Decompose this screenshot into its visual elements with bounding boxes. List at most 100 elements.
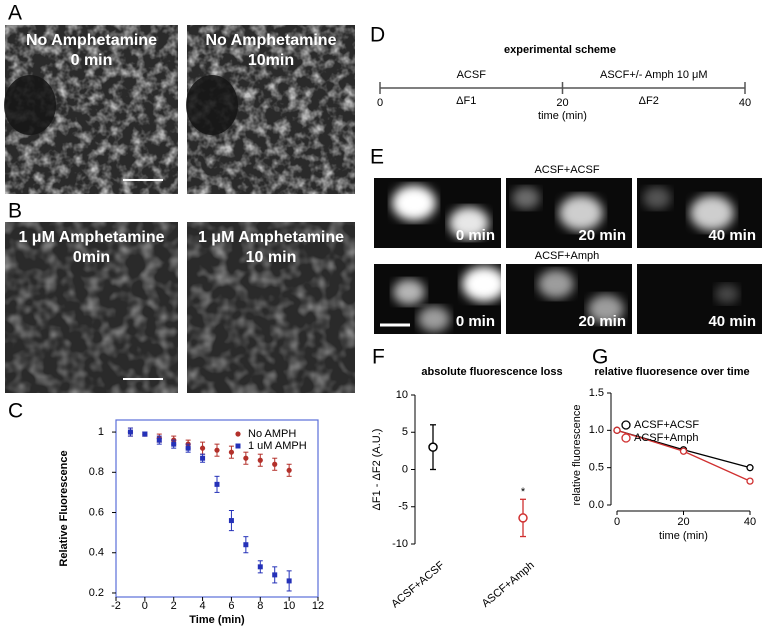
cell (512, 186, 540, 210)
y-axis-label: Relative Fluorescence (58, 450, 70, 566)
row-label: ACSF+ACSF (534, 164, 599, 176)
point (199, 445, 206, 451)
cell (393, 279, 425, 305)
image-caption: No Amphetamine (26, 32, 157, 49)
legend-marker (235, 431, 241, 437)
point (286, 467, 292, 473)
panel-label: C (8, 400, 23, 423)
cell (418, 306, 450, 332)
image-caption: 40 min (708, 227, 756, 244)
point (171, 441, 177, 447)
cell (559, 195, 603, 231)
chart-title: relative fluoresence over time (594, 366, 749, 378)
segment-delta: ΔF1 (456, 95, 476, 107)
legend-label: ACSF+Amph (634, 432, 699, 444)
point (214, 481, 220, 487)
timeline-tick-label: 40 (739, 97, 751, 109)
chart-title: absolute fluorescence loss (421, 366, 562, 378)
legend-marker (235, 443, 241, 449)
y-tick-label: 1.5 (589, 387, 604, 399)
panel-label: F (372, 346, 385, 369)
y-tick-label: 0.2 (89, 587, 104, 599)
point (243, 542, 249, 548)
image-caption: 10min (248, 52, 294, 69)
point (257, 457, 263, 463)
point (272, 461, 278, 467)
x-tick-label: 6 (228, 600, 234, 612)
cell (392, 185, 436, 221)
timeline-tick-label: 20 (556, 97, 568, 109)
y-tick-label: 1 (98, 426, 104, 438)
image-caption: 1 μM Amphetamine (198, 229, 344, 246)
cell-body (186, 75, 238, 135)
panel-label: D (370, 24, 385, 47)
image-caption: 40 min (708, 313, 756, 330)
y-tick-label: 1.0 (589, 424, 604, 436)
x-tick-label: 10 (283, 600, 295, 612)
point (228, 518, 234, 524)
scheme-title: experimental scheme (504, 44, 616, 56)
image-caption: 0 min (456, 313, 495, 330)
image-caption: 1 μM Amphetamine (18, 229, 164, 246)
y-tick-label: -10 (392, 538, 408, 550)
image-caption: 20 min (578, 227, 626, 244)
legend-label: No AMPH (248, 428, 296, 440)
image-caption: 0 min (456, 227, 495, 244)
x-tick-label: -2 (111, 600, 121, 612)
micrograph (637, 264, 762, 334)
y-tick-label: 0.8 (89, 466, 104, 478)
point (518, 513, 528, 523)
significance-mark: * (521, 486, 526, 498)
cell (715, 284, 739, 304)
point (746, 464, 754, 472)
x-tick-label: ACSF+ACSF (389, 559, 447, 610)
point (243, 455, 249, 461)
y-tick-label: -5 (398, 501, 408, 513)
legend-label: 1 uM AMPH (248, 440, 307, 452)
cell (462, 266, 506, 302)
point (272, 572, 278, 578)
x-tick-label: 2 (171, 600, 177, 612)
legend-label: ACSF+ACSF (634, 419, 699, 431)
segment-delta: ΔF2 (639, 95, 659, 107)
y-tick-label: 0.0 (589, 499, 604, 511)
point (257, 564, 263, 570)
cell-body (4, 75, 56, 135)
cell (538, 269, 574, 299)
micrograph (5, 222, 178, 393)
panel-label: G (592, 346, 608, 369)
image-caption: No Amphetamine (206, 32, 337, 49)
x-tick-label: 0 (614, 516, 620, 528)
cell (449, 207, 489, 239)
y-tick-label: 0.6 (89, 506, 104, 518)
y-tick-label: 5 (402, 426, 408, 438)
image-caption: 20 min (578, 313, 626, 330)
point (200, 455, 206, 461)
segment-label: ACSF (457, 69, 487, 81)
point (127, 429, 133, 435)
y-tick-label: 0.4 (89, 547, 104, 559)
y-tick-label: 0 (402, 463, 408, 475)
segment-label: ASCF+/- Amph 10 μM (600, 69, 708, 81)
row-label: ACSF+Amph (535, 250, 600, 262)
x-tick-label: ASCF+Amph (480, 559, 537, 610)
x-tick-label: 12 (312, 600, 324, 612)
y-axis-label: relative fluorescence (571, 405, 583, 506)
y-tick-label: 10 (396, 389, 408, 401)
point (214, 447, 220, 453)
timeline-tick-label: 0 (377, 97, 383, 109)
cell (588, 294, 624, 324)
point (613, 426, 621, 434)
x-axis-label: Time (min) (189, 614, 245, 626)
panel-label: A (8, 2, 22, 25)
panel-label: E (370, 146, 384, 169)
x-tick-label: 4 (200, 600, 206, 612)
point (428, 442, 438, 452)
legend-marker (621, 433, 631, 443)
image-caption: 10 min (246, 249, 297, 266)
micrograph (187, 222, 355, 393)
point (286, 578, 292, 584)
image-caption: 0min (73, 249, 110, 266)
